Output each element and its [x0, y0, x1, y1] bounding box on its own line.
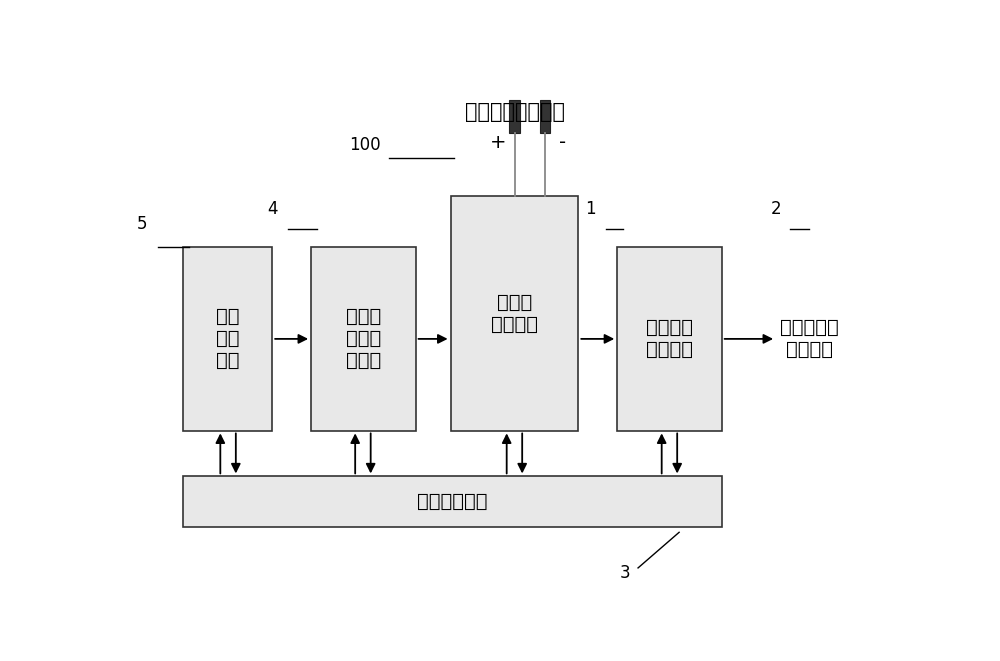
Bar: [183, 477, 722, 527]
Bar: [617, 247, 722, 430]
Text: -: -: [559, 134, 566, 153]
Text: 5: 5: [137, 215, 147, 233]
Text: 温度
补偿
系统: 温度 补偿 系统: [216, 307, 239, 370]
Text: 输出至车辆
进气系统: 输出至车辆 进气系统: [780, 319, 839, 360]
Bar: [450, 196, 578, 430]
Bar: [540, 100, 550, 133]
Text: 可控式
水电解槽: 可控式 水电解槽: [491, 293, 538, 334]
Text: 100: 100: [349, 136, 381, 155]
Text: +: +: [490, 134, 506, 153]
Text: 车辆自身直流电源: 车辆自身直流电源: [465, 102, 565, 122]
Text: 气体过滤
冷却系统: 气体过滤 冷却系统: [646, 319, 693, 360]
Text: 3: 3: [620, 564, 630, 582]
Bar: [183, 247, 272, 430]
Bar: [509, 100, 520, 133]
Text: 电解液
循环冷
却系统: 电解液 循环冷 却系统: [346, 307, 381, 370]
Text: 1: 1: [585, 200, 595, 218]
Bar: [311, 247, 416, 430]
Text: 4: 4: [267, 200, 278, 218]
Text: 2: 2: [771, 200, 781, 218]
Text: 电路控制系统: 电路控制系统: [417, 492, 488, 511]
